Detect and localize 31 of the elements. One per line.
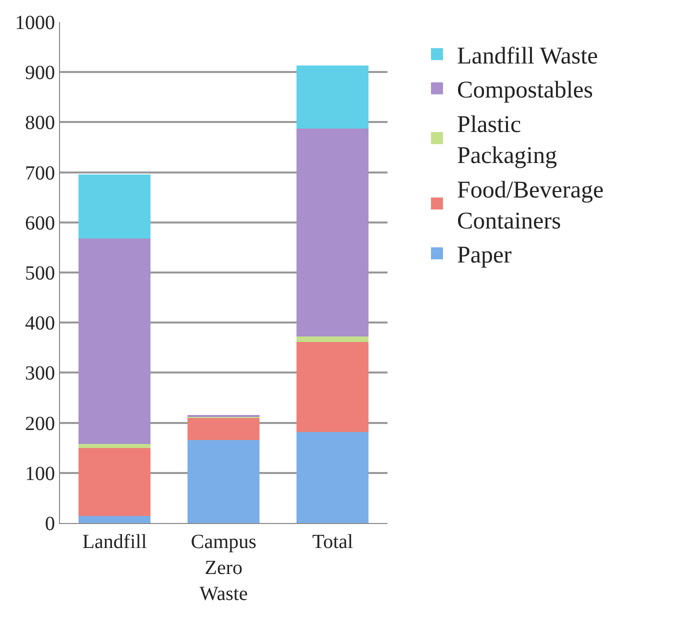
- bar: [296, 128, 369, 337]
- x-tick-label: Campus Zero Waste: [190, 531, 257, 605]
- y-tick-label: 100: [25, 462, 55, 485]
- bar: [296, 336, 369, 342]
- bar: [78, 516, 151, 523]
- y-tick-label: 400: [25, 312, 55, 335]
- y-tick-label: 200: [25, 412, 55, 435]
- bar: [296, 66, 369, 129]
- bar: [188, 440, 260, 523]
- bar: [78, 238, 151, 444]
- bar: [188, 417, 260, 440]
- bar: [296, 432, 369, 523]
- bar: [78, 448, 151, 516]
- y-tick-label: 300: [25, 362, 55, 385]
- legend-label: Compostables: [457, 78, 593, 104]
- bar: [296, 342, 369, 432]
- y-tick-label: 500: [25, 262, 55, 284]
- x-tick-label: Landfill: [82, 531, 148, 553]
- bar: [78, 444, 151, 448]
- legend-label: Paper: [457, 242, 512, 269]
- bar: [78, 174, 151, 238]
- y-tick-label: 900: [25, 62, 55, 84]
- y-tick-label: 600: [25, 212, 55, 234]
- legend-label: Plastic Packaging: [457, 112, 557, 170]
- legend-label: Food/Beverage Containers: [457, 177, 604, 234]
- y-tick-label: 0: [45, 513, 55, 535]
- y-tick-label: 1000: [15, 12, 55, 34]
- x-tick-label: Total: [312, 531, 354, 553]
- y-tick-label: 800: [25, 112, 55, 134]
- y-tick-label: 700: [25, 162, 55, 184]
- legend-label: Landfill Waste: [457, 43, 598, 70]
